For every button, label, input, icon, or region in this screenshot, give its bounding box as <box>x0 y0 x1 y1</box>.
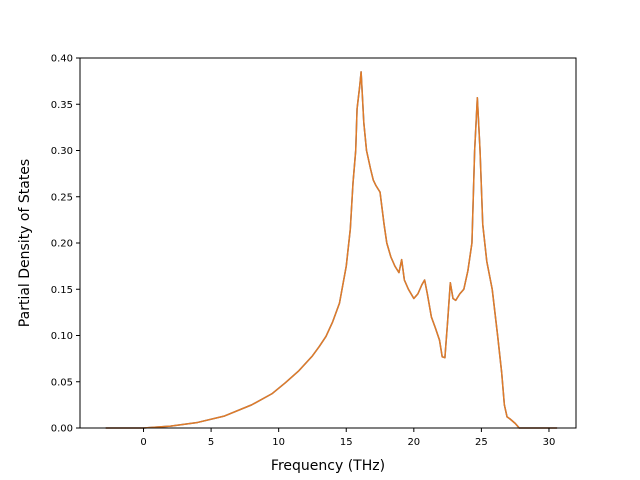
x-tick-label: 10 <box>272 437 285 448</box>
y-tick-label: 0.20 <box>51 239 73 250</box>
x-tick-label: 15 <box>340 437 353 448</box>
series-layer <box>105 71 558 429</box>
x-tick-label: 25 <box>475 437 488 448</box>
y-tick-label: 0.05 <box>51 377 73 388</box>
x-tick-label: 20 <box>407 437 420 448</box>
y-tick-label: 0.30 <box>51 146 73 157</box>
y-axis-ticks: 0.00 0.05 0.10 0.15 0.20 0.25 0.30 0.35 0.40 <box>51 54 80 435</box>
y-tick-label: 0.00 <box>51 424 73 435</box>
x-tick-label: 0 <box>140 437 146 448</box>
y-tick-label: 0.25 <box>51 192 73 203</box>
y-axis-label: Partial Density of States <box>17 159 33 327</box>
x-axis-ticks: 0 5 10 15 20 25 30 <box>140 428 555 448</box>
y-tick-label: 0.10 <box>51 331 73 342</box>
y-tick-label: 0.35 <box>51 100 73 111</box>
series-0-line <box>105 71 558 429</box>
x-axis-label: Frequency (THz) <box>271 458 385 474</box>
x-tick-label: 30 <box>543 437 556 448</box>
y-tick-label: 0.15 <box>51 285 73 296</box>
x-tick-label: 5 <box>208 437 214 448</box>
y-tick-label: 0.40 <box>51 54 73 65</box>
